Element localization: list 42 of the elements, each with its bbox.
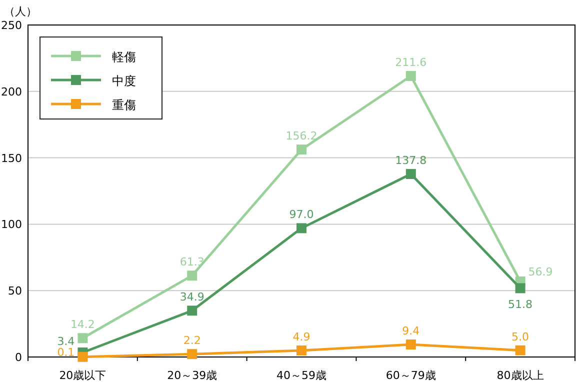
data-label: 34.9 bbox=[180, 290, 204, 304]
data-label: 51.8 bbox=[508, 298, 533, 312]
x-tick-label: 20歳以下 bbox=[59, 369, 106, 382]
legend-label: 重傷 bbox=[112, 98, 136, 112]
data-label: 156.2 bbox=[286, 130, 318, 143]
data-label: 211.6 bbox=[395, 56, 427, 69]
data-label: 0.1 bbox=[57, 346, 75, 359]
data-label: 56.9 bbox=[528, 265, 553, 278]
y-axis-title: （人） bbox=[4, 5, 37, 18]
legend-label: 中度 bbox=[112, 74, 136, 88]
data-label: 14.2 bbox=[70, 318, 95, 332]
point bbox=[78, 333, 88, 344]
point bbox=[296, 223, 306, 234]
data-label: 137.8 bbox=[395, 154, 427, 167]
x-tick-label: 60～79歳 bbox=[386, 369, 436, 382]
legend-label: 軽傷 bbox=[112, 50, 136, 64]
data-label: 3.4 bbox=[57, 334, 75, 348]
point bbox=[406, 340, 416, 350]
point bbox=[187, 349, 198, 360]
y-tick-label: 0 bbox=[15, 351, 22, 364]
point bbox=[515, 283, 526, 294]
data-label: 97.0 bbox=[289, 208, 314, 222]
point bbox=[296, 144, 306, 155]
point bbox=[78, 352, 88, 362]
point bbox=[187, 270, 198, 281]
y-tick-label: 150 bbox=[1, 152, 22, 165]
y-tick-label: 200 bbox=[1, 85, 22, 98]
point bbox=[296, 345, 306, 356]
x-tick-label: 40～59歳 bbox=[276, 369, 326, 382]
x-tick-label: 80歳以上 bbox=[496, 369, 544, 382]
data-label: 5.0 bbox=[512, 330, 530, 344]
data-label: 2.2 bbox=[183, 334, 201, 348]
y-tick-label: 50 bbox=[8, 284, 22, 298]
data-label: 9.4 bbox=[402, 324, 420, 338]
x-tick-label: 20～39歳 bbox=[167, 369, 218, 382]
point bbox=[187, 306, 198, 316]
y-tick-label: 100 bbox=[1, 218, 22, 232]
point bbox=[515, 345, 526, 356]
y-tick-label: 250 bbox=[1, 19, 22, 32]
data-label: 4.9 bbox=[292, 330, 310, 344]
point bbox=[406, 70, 416, 81]
point bbox=[406, 169, 416, 179]
